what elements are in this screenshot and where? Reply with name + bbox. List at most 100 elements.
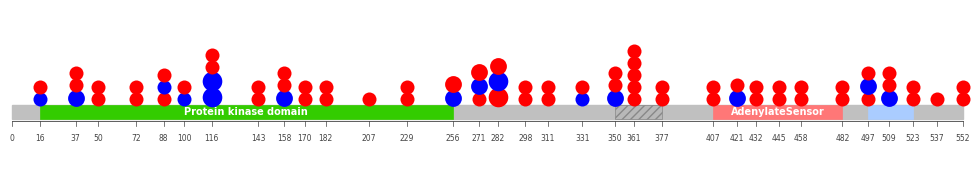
Point bbox=[176, 86, 192, 88]
Point bbox=[204, 96, 219, 98]
Point bbox=[276, 97, 292, 99]
Point bbox=[794, 98, 809, 100]
Text: 282: 282 bbox=[490, 134, 505, 143]
Text: 361: 361 bbox=[627, 134, 642, 143]
Point bbox=[905, 98, 920, 100]
Bar bbox=[615, 105, 661, 119]
Point bbox=[518, 86, 533, 88]
Text: 50: 50 bbox=[94, 134, 103, 143]
Text: 143: 143 bbox=[252, 134, 265, 143]
Point bbox=[771, 98, 787, 100]
Text: 377: 377 bbox=[654, 134, 669, 143]
Point bbox=[835, 98, 850, 100]
Point bbox=[540, 86, 556, 88]
Point bbox=[446, 83, 461, 85]
Text: AdenylateSensor: AdenylateSensor bbox=[731, 107, 825, 117]
Point bbox=[705, 86, 721, 88]
Text: 256: 256 bbox=[446, 134, 460, 143]
Text: 88: 88 bbox=[159, 134, 169, 143]
Text: 182: 182 bbox=[319, 134, 332, 143]
Point bbox=[156, 74, 172, 76]
Text: Protein kinase domain: Protein kinase domain bbox=[184, 107, 308, 117]
Text: 229: 229 bbox=[400, 134, 413, 143]
Point bbox=[68, 97, 84, 99]
Text: 552: 552 bbox=[956, 134, 970, 143]
Point bbox=[204, 80, 219, 82]
Point bbox=[490, 80, 506, 82]
Text: 298: 298 bbox=[519, 134, 532, 143]
Bar bbox=[713, 105, 842, 119]
Text: 458: 458 bbox=[794, 134, 808, 143]
Text: 311: 311 bbox=[540, 134, 555, 143]
Point bbox=[399, 86, 414, 88]
Point bbox=[729, 97, 745, 99]
Text: 16: 16 bbox=[35, 134, 45, 143]
Point bbox=[607, 97, 623, 99]
Point bbox=[705, 98, 721, 100]
Point bbox=[318, 86, 333, 88]
Point bbox=[861, 85, 877, 87]
Point bbox=[490, 65, 506, 67]
Text: 482: 482 bbox=[836, 134, 849, 143]
Text: 509: 509 bbox=[881, 134, 896, 143]
Point bbox=[861, 98, 877, 100]
Point bbox=[956, 98, 971, 100]
Point bbox=[771, 86, 787, 88]
Text: 537: 537 bbox=[930, 134, 945, 143]
Text: 100: 100 bbox=[177, 134, 191, 143]
Point bbox=[91, 86, 106, 88]
Point bbox=[626, 86, 642, 88]
Point bbox=[399, 98, 414, 100]
Point bbox=[251, 86, 266, 88]
Point bbox=[626, 50, 642, 52]
Point bbox=[929, 98, 945, 100]
Point bbox=[318, 98, 333, 100]
Point bbox=[574, 86, 590, 88]
Text: 72: 72 bbox=[132, 134, 140, 143]
Point bbox=[956, 86, 971, 88]
Point bbox=[881, 84, 897, 86]
Point bbox=[204, 54, 219, 56]
Point bbox=[91, 98, 106, 100]
Text: 445: 445 bbox=[771, 134, 786, 143]
Point bbox=[297, 98, 313, 100]
Text: 37: 37 bbox=[71, 134, 81, 143]
Text: 407: 407 bbox=[706, 134, 721, 143]
Text: 0: 0 bbox=[10, 134, 15, 143]
Point bbox=[518, 98, 533, 100]
Point bbox=[32, 98, 48, 100]
Text: 331: 331 bbox=[575, 134, 590, 143]
Text: 170: 170 bbox=[297, 134, 312, 143]
Text: 158: 158 bbox=[277, 134, 292, 143]
Point bbox=[471, 98, 487, 100]
Point bbox=[204, 66, 219, 68]
Text: 207: 207 bbox=[362, 134, 376, 143]
Point bbox=[471, 71, 487, 73]
Point bbox=[653, 98, 669, 100]
Point bbox=[156, 98, 172, 100]
Text: 421: 421 bbox=[730, 134, 745, 143]
Point bbox=[32, 86, 48, 88]
Point bbox=[251, 98, 266, 100]
Point bbox=[729, 84, 745, 86]
Text: 116: 116 bbox=[205, 134, 219, 143]
Point bbox=[540, 98, 556, 100]
Text: 350: 350 bbox=[607, 134, 622, 143]
Point bbox=[490, 96, 506, 98]
Bar bbox=[40, 105, 453, 119]
Point bbox=[68, 84, 84, 86]
Bar bbox=[869, 105, 913, 119]
Point bbox=[574, 98, 590, 100]
Point bbox=[861, 72, 877, 74]
Point bbox=[881, 72, 897, 74]
Point bbox=[653, 86, 669, 88]
Point bbox=[749, 86, 764, 88]
Text: 497: 497 bbox=[861, 134, 876, 143]
Point bbox=[607, 72, 623, 74]
Point bbox=[129, 86, 144, 88]
Point bbox=[446, 97, 461, 99]
Point bbox=[749, 98, 764, 100]
Text: 271: 271 bbox=[472, 134, 487, 143]
Point bbox=[297, 86, 313, 88]
Text: 432: 432 bbox=[749, 134, 763, 143]
